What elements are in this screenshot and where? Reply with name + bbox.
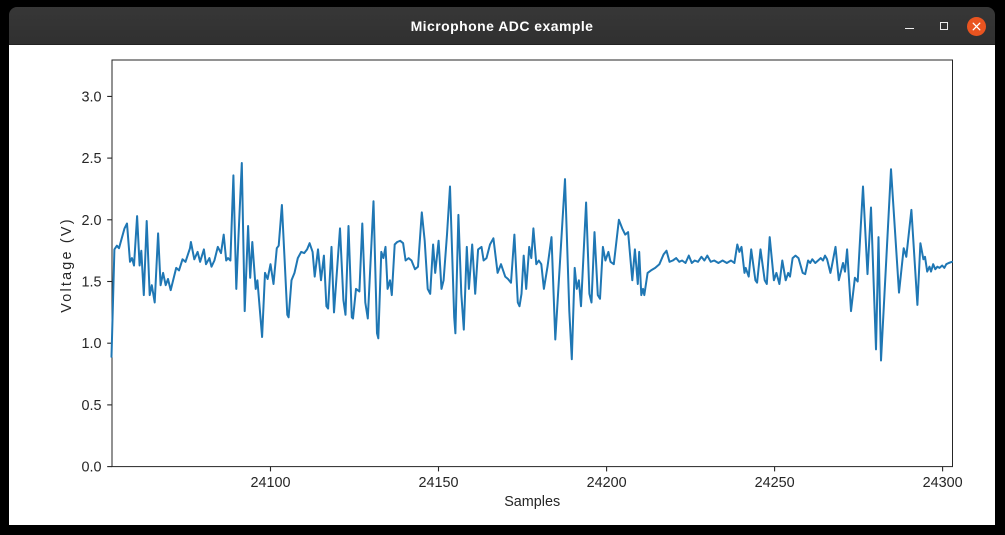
svg-text:2.0: 2.0 <box>81 213 101 229</box>
svg-text:24150: 24150 <box>418 475 458 491</box>
svg-text:2.5: 2.5 <box>81 151 101 167</box>
svg-text:Voltage (V): Voltage (V) <box>59 217 75 312</box>
svg-text:24200: 24200 <box>587 475 627 491</box>
svg-text:3.0: 3.0 <box>81 89 101 105</box>
svg-text:24300: 24300 <box>923 475 963 491</box>
svg-text:1.0: 1.0 <box>81 336 101 352</box>
svg-text:Samples: Samples <box>504 494 560 510</box>
svg-text:0.5: 0.5 <box>81 398 101 414</box>
svg-text:1.5: 1.5 <box>81 275 101 291</box>
svg-text:24100: 24100 <box>250 475 290 491</box>
svg-text:24250: 24250 <box>755 475 795 491</box>
svg-text:0.0: 0.0 <box>81 460 101 476</box>
